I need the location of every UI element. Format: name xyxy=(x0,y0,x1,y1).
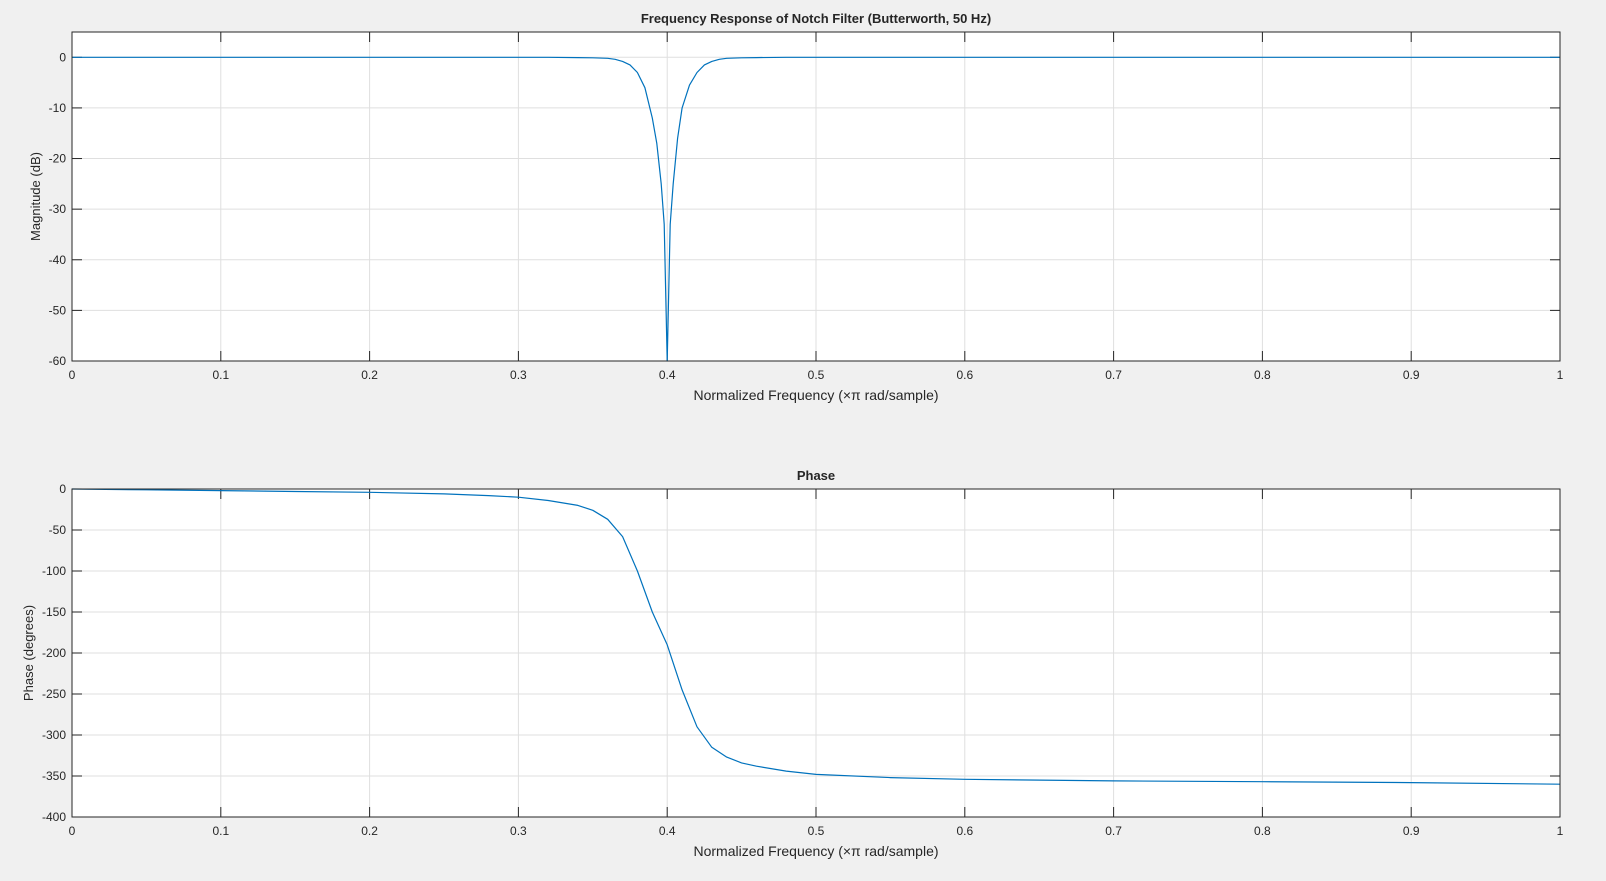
magnitude-series xyxy=(72,56,1560,362)
magnitude-title: Frequency Response of Notch Filter (Butt… xyxy=(641,11,991,26)
phase-x-tick-label: 0 xyxy=(69,824,76,838)
phase-y-tick-label: -300 xyxy=(42,728,66,742)
magnitude-x-tick-label: 0.1 xyxy=(212,368,229,382)
phase-x-tick-label: 0.7 xyxy=(1105,824,1122,838)
magnitude-x-tick-label: 0.7 xyxy=(1105,368,1122,382)
magnitude-x-tick-label: 0.3 xyxy=(510,368,527,382)
phase-y-tick-label: -150 xyxy=(42,605,66,619)
magnitude-y-tick-label: -50 xyxy=(49,303,67,317)
magnitude-x-tick-label: 0.8 xyxy=(1254,368,1271,382)
magnitude-x-tick-label: 0.2 xyxy=(361,368,378,382)
phase-x-tick-label: 0.3 xyxy=(510,824,527,838)
phase-y-tick-label: -100 xyxy=(42,564,66,578)
magnitude-x-axis-label: Normalized Frequency (×π rad/sample) xyxy=(693,387,938,403)
magnitude-y-tick-label: -40 xyxy=(49,253,67,267)
magnitude-series-line xyxy=(72,56,1560,362)
phase-x-tick-label: 0.2 xyxy=(361,824,378,838)
magnitude-axes-box xyxy=(71,31,1561,362)
phase-series xyxy=(71,488,1561,785)
phase-y-tick-label: -400 xyxy=(42,810,66,824)
magnitude-x-tick-label: 0 xyxy=(69,368,76,382)
magnitude-axes: 0 0.1 0.2 0.3 0.4 0.5 0.6 0.7 0.8 0.9 1 0 -10 -20 -30 -… xyxy=(28,11,1564,403)
magnitude-x-tick-label: 0.5 xyxy=(808,368,825,382)
phase-x-tick-label: 0.9 xyxy=(1403,824,1420,838)
magnitude-y-tick-label: -10 xyxy=(49,101,67,115)
magnitude-x-tick-label: 0.9 xyxy=(1403,368,1420,382)
magnitude-x-tick-label: 1 xyxy=(1557,368,1564,382)
magnitude-x-tick-label: 0.4 xyxy=(659,368,676,382)
magnitude-y-tick-label: -30 xyxy=(49,202,67,216)
phase-axes-box xyxy=(71,488,1561,818)
phase-x-tick-label: 0.6 xyxy=(956,824,973,838)
phase-title: Phase xyxy=(797,468,835,483)
phase-x-tick-label: 0.8 xyxy=(1254,824,1271,838)
phase-x-tick-label: 0.4 xyxy=(659,824,676,838)
phase-x-tick-label: 1 xyxy=(1557,824,1564,838)
magnitude-ticks: 0 0.1 0.2 0.3 0.4 0.5 0.6 0.7 0.8 0.9 1 0 -10 -20 -30 -… xyxy=(49,32,1564,382)
phase-y-axis-label: Phase (degrees) xyxy=(21,605,36,701)
phase-y-tick-label: -350 xyxy=(42,769,66,783)
phase-y-tick-label: -200 xyxy=(42,646,66,660)
phase-y-tick-label: -50 xyxy=(49,523,67,537)
magnitude-y-tick-label: 0 xyxy=(59,50,66,64)
phase-y-tick-label: 0 xyxy=(59,482,66,496)
phase-y-tick-label: -250 xyxy=(42,687,66,701)
phase-series-line xyxy=(71,488,1561,785)
phase-x-tick-label: 0.1 xyxy=(212,824,229,838)
magnitude-y-axis-label: Magnitude (dB) xyxy=(28,152,43,241)
magnitude-y-tick-label: -60 xyxy=(49,354,67,368)
phase-x-tick-label: 0.5 xyxy=(808,824,825,838)
phase-axes: 0 0.1 0.2 0.3 0.4 0.5 0.6 0.7 0.8 0.9 1 0 -50 -100 -15… xyxy=(21,468,1564,859)
magnitude-x-tick-label: 0.6 xyxy=(956,368,973,382)
magnitude-y-tick-label: -20 xyxy=(49,152,67,166)
phase-x-axis-label: Normalized Frequency (×π rad/sample) xyxy=(693,843,938,859)
